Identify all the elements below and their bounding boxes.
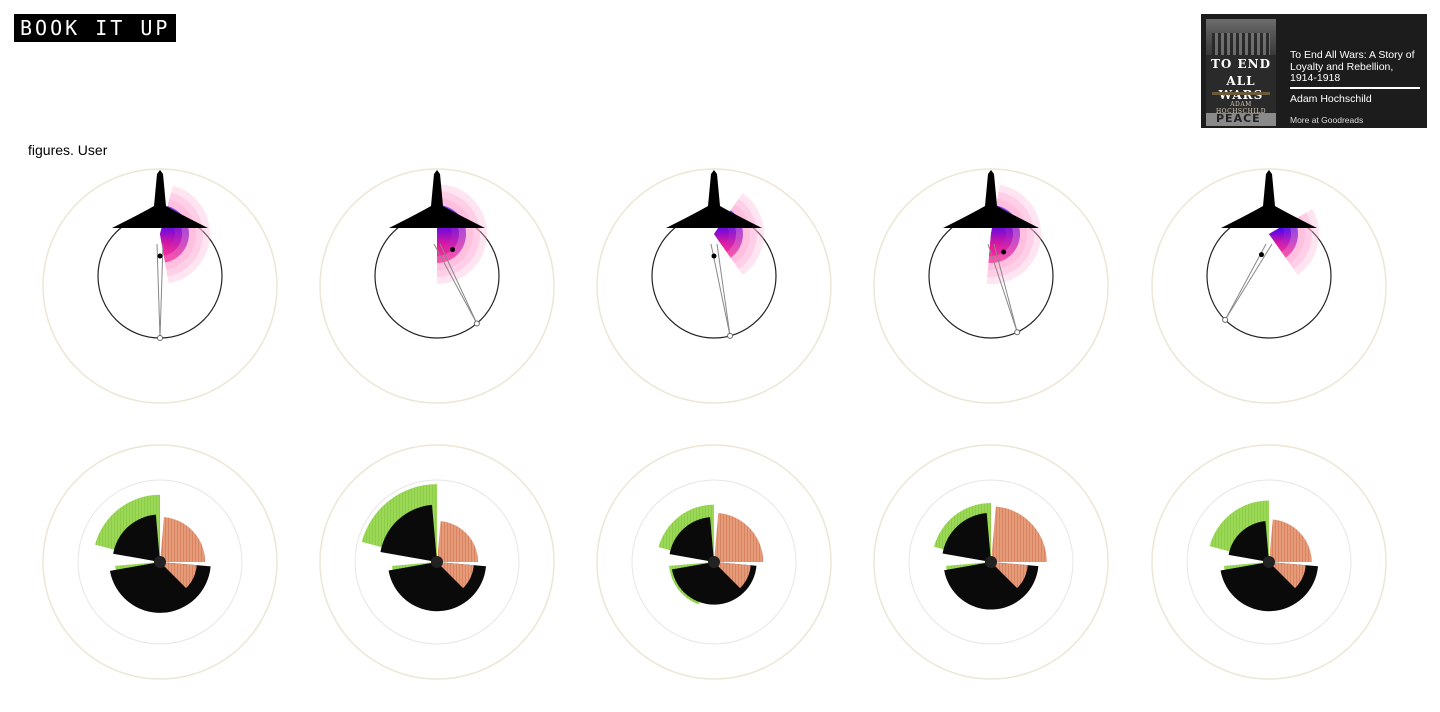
pointer-line-a bbox=[987, 243, 1018, 333]
spire-shape bbox=[1221, 170, 1317, 228]
pointer-line-b bbox=[1224, 243, 1273, 321]
pointer-anchor bbox=[157, 335, 163, 341]
top-figure-1 bbox=[42, 168, 278, 404]
center-dot bbox=[1258, 252, 1264, 258]
cover-divider bbox=[1212, 92, 1270, 95]
pointer-line-a bbox=[156, 243, 161, 339]
top-figure-2 bbox=[319, 168, 555, 404]
goodreads-link[interactable]: More at Goodreads bbox=[1290, 115, 1364, 125]
bottom-figures-row bbox=[42, 444, 1387, 680]
pointer-anchor bbox=[1014, 329, 1021, 336]
guide-ring bbox=[908, 479, 1074, 645]
top-figure-5 bbox=[1151, 168, 1387, 404]
top-figures-row bbox=[42, 168, 1387, 404]
pointer-line-b bbox=[993, 243, 1018, 333]
black-wedge-top bbox=[669, 517, 714, 562]
cover-author: ADAM HOCHSCHILD bbox=[1215, 101, 1267, 115]
hub bbox=[154, 556, 166, 568]
pointer-anchor bbox=[1222, 316, 1229, 323]
salmon-wedge-small bbox=[991, 562, 1028, 589]
guide-ring bbox=[354, 479, 520, 645]
outer-ring bbox=[319, 168, 555, 404]
figures-caption: figures. User bbox=[28, 142, 108, 158]
salmon-wedge bbox=[437, 521, 478, 562]
cover-title-line1: TO END bbox=[1210, 57, 1272, 71]
bottom-figure-5 bbox=[1151, 444, 1387, 680]
salmon-wedge-small bbox=[160, 562, 197, 589]
salmon-wedge-small bbox=[437, 562, 474, 589]
pointer-anchor bbox=[473, 320, 480, 327]
pointer-line-b bbox=[439, 243, 478, 324]
center-dot bbox=[1001, 249, 1007, 255]
outer-ring bbox=[873, 444, 1109, 680]
outer-ring bbox=[1151, 168, 1387, 404]
pointer-anchor bbox=[727, 332, 734, 339]
pointer-line-a bbox=[710, 243, 731, 336]
top-figure-3 bbox=[596, 168, 832, 404]
black-wedge-top bbox=[380, 504, 437, 562]
spire-shape bbox=[112, 170, 208, 228]
salmon-wedge bbox=[714, 512, 764, 562]
bottom-figure-2 bbox=[319, 444, 555, 680]
bottom-figure-4 bbox=[873, 444, 1109, 680]
fan-layer bbox=[1269, 226, 1284, 247]
guide-ring bbox=[77, 479, 243, 645]
cover-bottom-text: PEACE bbox=[1216, 112, 1261, 125]
hub bbox=[431, 556, 443, 568]
guide-ring bbox=[1186, 479, 1352, 645]
outer-ring bbox=[1151, 444, 1387, 680]
pointer-line-a bbox=[433, 243, 478, 324]
site-logo[interactable]: BOOK IT UP bbox=[14, 14, 177, 42]
book-title-divider bbox=[1290, 87, 1420, 89]
spire-shape bbox=[389, 170, 485, 228]
outer-ring bbox=[42, 444, 278, 680]
hub bbox=[708, 556, 720, 568]
outer-ring bbox=[319, 444, 555, 680]
hub bbox=[985, 556, 997, 568]
black-wedge-top bbox=[942, 512, 991, 562]
salmon-wedge-small bbox=[714, 562, 751, 589]
salmon-wedge bbox=[991, 506, 1047, 562]
salmon-wedge-small bbox=[1269, 562, 1306, 589]
spire-shape bbox=[943, 170, 1039, 228]
center-dot bbox=[157, 253, 163, 259]
center-dot bbox=[711, 253, 717, 259]
cover-photo bbox=[1206, 19, 1276, 55]
bottom-figure-1 bbox=[42, 444, 278, 680]
black-wedge-top bbox=[113, 514, 160, 562]
salmon-wedge bbox=[1269, 519, 1312, 562]
book-cover-image[interactable]: TO END ALL WARS ADAM HOCHSCHILD PEACE bbox=[1206, 19, 1276, 126]
bottom-figure-3 bbox=[596, 444, 832, 680]
outer-ring bbox=[596, 444, 832, 680]
pointer-line-b bbox=[716, 243, 731, 336]
outer-ring bbox=[873, 168, 1109, 404]
book-title[interactable]: To End All Wars: A Story of Loyalty and … bbox=[1290, 49, 1415, 84]
outer-ring bbox=[42, 168, 278, 404]
book-author[interactable]: Adam Hochschild bbox=[1290, 93, 1372, 105]
salmon-wedge bbox=[160, 517, 206, 562]
black-wedge-top bbox=[1228, 521, 1269, 562]
center-dot bbox=[450, 247, 456, 253]
book-card[interactable]: TO END ALL WARS ADAM HOCHSCHILD PEACE To… bbox=[1201, 14, 1427, 128]
cover-title-line2: ALL WARS bbox=[1218, 74, 1264, 102]
guide-ring bbox=[631, 479, 797, 645]
pointer-line-b bbox=[159, 243, 164, 339]
pointer-line-a bbox=[1224, 243, 1267, 321]
outer-ring bbox=[596, 168, 832, 404]
cover-bottom-band bbox=[1206, 113, 1276, 126]
hub bbox=[1263, 556, 1275, 568]
top-figure-4 bbox=[873, 168, 1109, 404]
spire-shape bbox=[666, 170, 762, 228]
